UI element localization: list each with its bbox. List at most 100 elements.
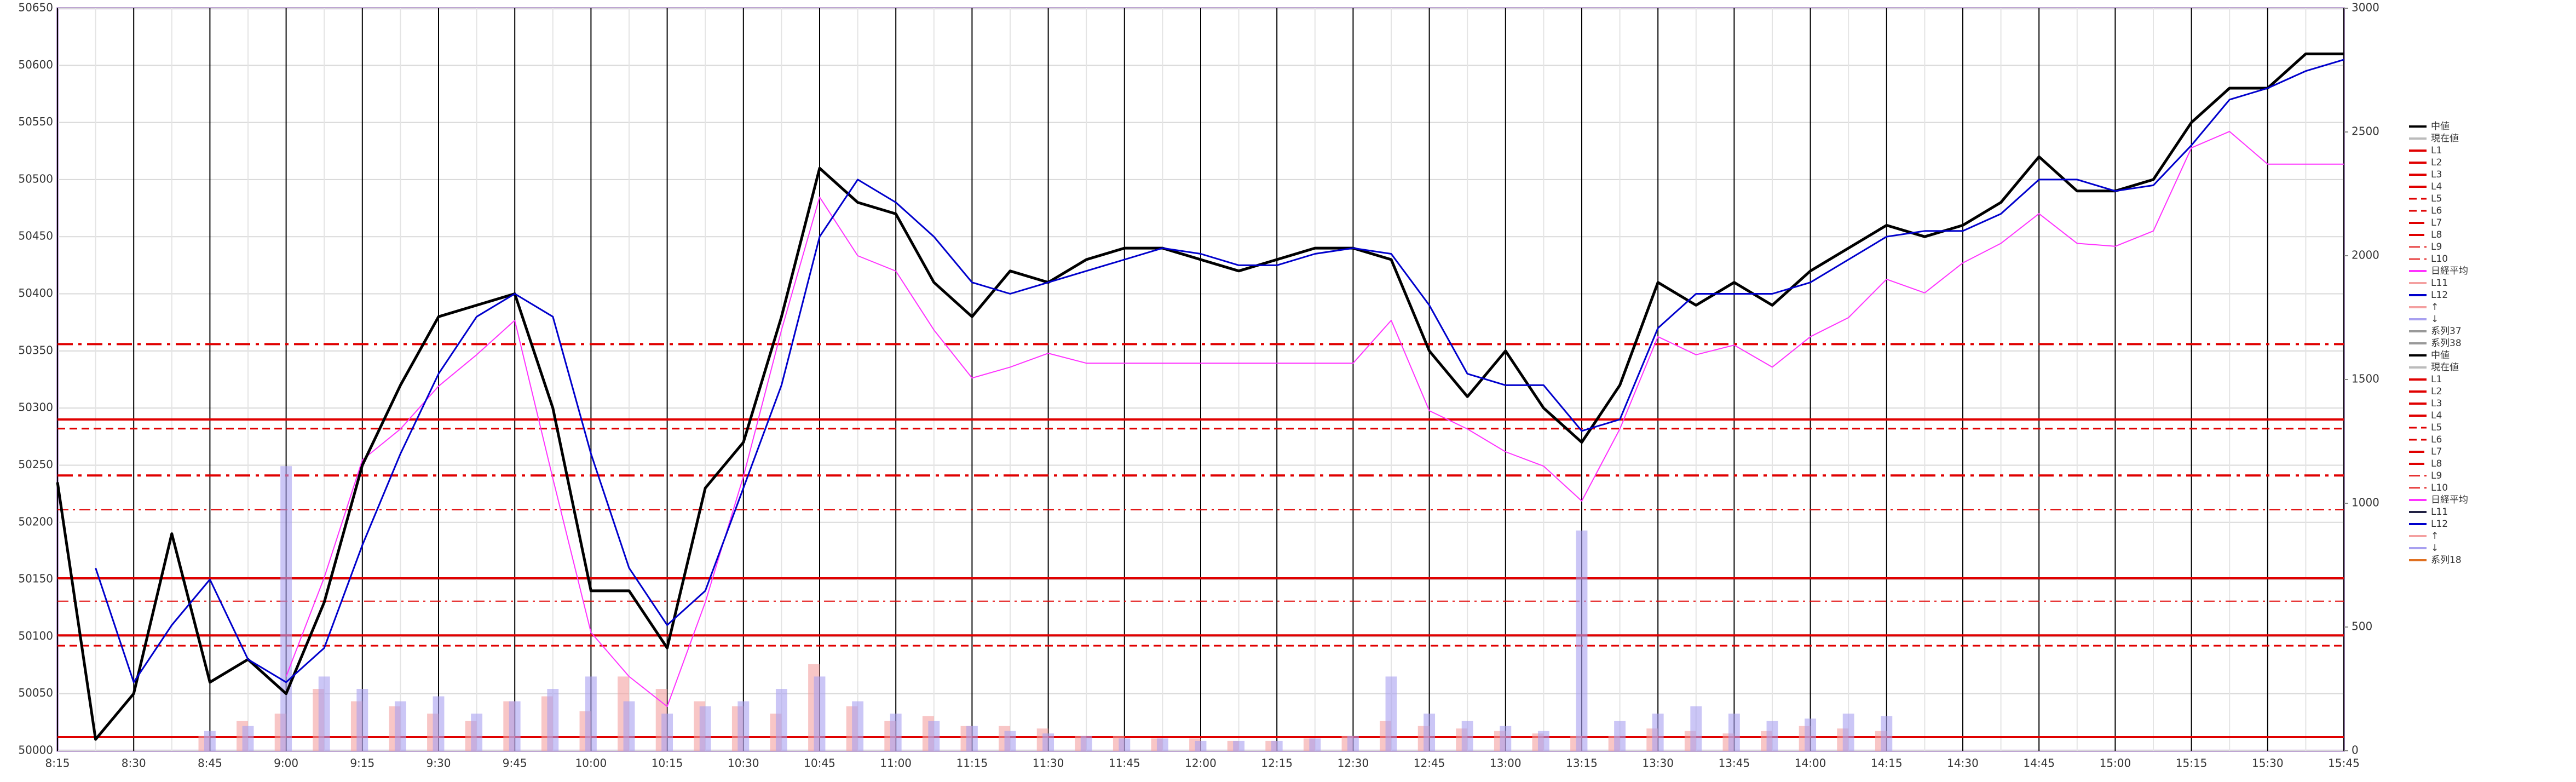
x-tick-label: 12:15 [1261, 757, 1293, 770]
y2-tick-label: 0 [2352, 744, 2359, 757]
y-tick-label: 50450 [18, 229, 53, 243]
legend-label: L6 [2431, 205, 2442, 216]
legend-label: 現在値 [2431, 133, 2459, 144]
grid [57, 8, 2344, 751]
volume-bar [814, 676, 826, 751]
x-tick-label: 14:45 [2023, 757, 2055, 770]
legend-label: L4 [2431, 410, 2442, 421]
y-tick-label: 50650 [18, 1, 53, 14]
y-tick-label: 50600 [18, 58, 53, 71]
volume-bar [1766, 721, 1778, 751]
volume-bar [585, 676, 597, 751]
legend-label: L9 [2431, 242, 2442, 252]
volume-bar [1080, 735, 1092, 751]
series-line [95, 59, 2344, 683]
y-tick-label: 50000 [18, 744, 53, 757]
legend-label: L2 [2431, 157, 2442, 168]
volume-bar [509, 701, 521, 751]
x-tick-label: 8:15 [45, 757, 70, 770]
legend-label: ↓ [2431, 543, 2439, 554]
volume-bar [1424, 714, 1436, 751]
volume-bar [852, 701, 864, 751]
y2-tick-label: 1000 [2352, 496, 2379, 509]
legend-label: L2 [2431, 386, 2442, 397]
legend-label: L5 [2431, 422, 2442, 433]
x-tick-label: 14:15 [1871, 757, 1903, 770]
legend-label: 系列37 [2431, 326, 2462, 337]
legend-label: 系列18 [2431, 555, 2462, 566]
series-line [56, 52, 2344, 741]
legend-label: L10 [2431, 482, 2448, 493]
y-tick-label: 50350 [18, 343, 53, 357]
legend-label: L3 [2431, 398, 2442, 409]
legend-label: 日経平均 [2431, 266, 2468, 277]
x-tick-label: 12:00 [1185, 757, 1217, 770]
volume-bar [966, 726, 978, 751]
y-tick-label: 50550 [18, 115, 53, 128]
x-tick-label: 13:30 [1642, 757, 1674, 770]
volume-bar [433, 696, 445, 751]
x-tick-label: 11:30 [1033, 757, 1064, 770]
legend-label: 日経平均 [2431, 495, 2468, 505]
x-tick-label: 10:45 [804, 757, 835, 770]
x-tick-label: 14:30 [1947, 757, 1979, 770]
x-tick-label: 11:00 [880, 757, 912, 770]
marks [56, 52, 2344, 751]
legend-label: L11 [2431, 278, 2448, 289]
y2-tick-label: 2500 [2352, 125, 2379, 138]
volume-bar [1614, 721, 1626, 751]
y-tick-label: 50500 [18, 172, 53, 185]
legend-label: L12 [2431, 519, 2448, 530]
y2-tick-label: 3000 [2352, 1, 2379, 14]
volume-bar [356, 689, 368, 751]
volume-bar [204, 731, 216, 751]
volume-bar [737, 701, 750, 751]
volume-bar [1652, 714, 1664, 751]
legend-label: L3 [2431, 169, 2442, 180]
x-tick-label: 13:15 [1566, 757, 1598, 770]
volume-bar [1119, 738, 1131, 751]
legend-label: ↑ [2431, 531, 2439, 542]
volume-bar [1881, 716, 1893, 751]
x-tick-label: 9:15 [350, 757, 374, 770]
x-tick-label: 11:45 [1109, 757, 1140, 770]
volume-bar [775, 689, 787, 751]
x-tick-label: 11:15 [956, 757, 988, 770]
volume-bar [1347, 735, 1359, 751]
legend-label: L12 [2431, 290, 2448, 301]
x-tick-label: 10:30 [728, 757, 759, 770]
volume-bar [1576, 530, 1588, 751]
volume-bar [1500, 726, 1512, 751]
legend-label: L7 [2431, 217, 2442, 228]
y-tick-label: 50200 [18, 515, 53, 528]
volume-bar [699, 706, 711, 751]
y-tick-label: 50400 [18, 286, 53, 300]
y-tick-label: 50050 [18, 686, 53, 699]
x-tick-label: 10:00 [575, 757, 607, 770]
volume-bar [928, 721, 940, 751]
volume-bar [1690, 706, 1702, 751]
volume-bar [1042, 733, 1054, 751]
legend-label: L10 [2431, 254, 2448, 264]
y-tick-label: 50100 [18, 629, 53, 642]
legend-label: L7 [2431, 446, 2442, 457]
x-tick-label: 13:45 [1719, 757, 1750, 770]
legend-label: ↑ [2431, 302, 2439, 313]
x-tick-label: 12:30 [1338, 757, 1369, 770]
legend-label: L8 [2431, 229, 2442, 240]
volume-bar [1805, 718, 1817, 751]
volume-bar [1537, 731, 1549, 751]
series-line [285, 131, 2344, 708]
y-tick-label: 50150 [18, 572, 53, 585]
x-tick-label: 9:45 [503, 757, 527, 770]
legend-label: L11 [2431, 507, 2448, 518]
legend-label: L4 [2431, 181, 2442, 192]
volume-bar [318, 676, 330, 751]
legend-label: L5 [2431, 193, 2442, 204]
volume-bar [1004, 731, 1016, 751]
x-tick-label: 12:45 [1414, 757, 1445, 770]
legend-label: L1 [2431, 145, 2442, 156]
volume-bar [1271, 740, 1283, 751]
volume-bar [1195, 740, 1207, 751]
